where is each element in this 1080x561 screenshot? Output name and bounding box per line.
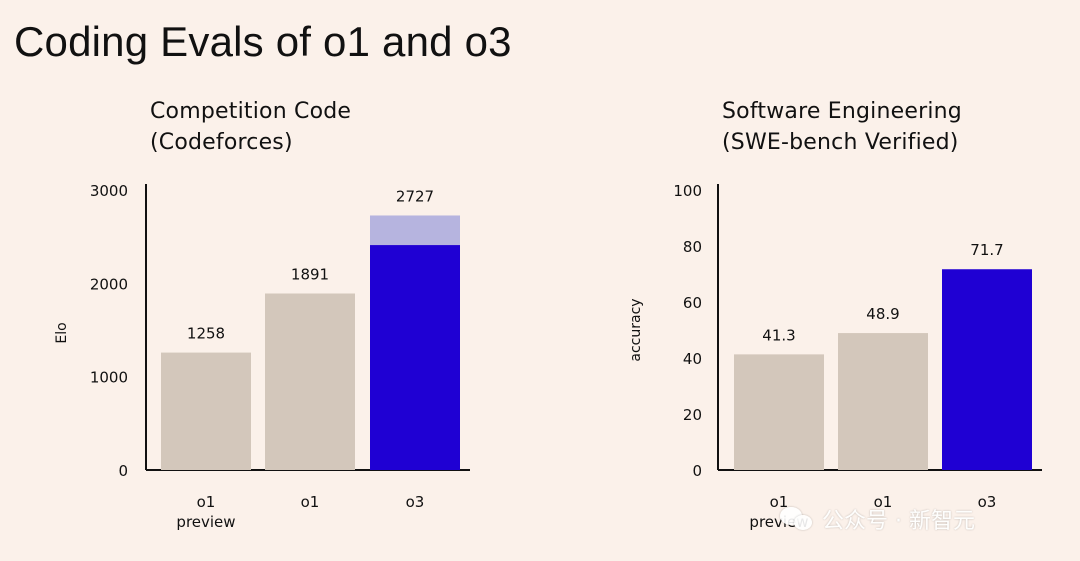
y-tick-label: 2000	[90, 275, 128, 293]
x-tick-label: o1	[301, 493, 320, 511]
chart-title-codeforces: Competition Code (Codeforces)	[150, 96, 351, 158]
chart-subtitle-line: (Codeforces)	[150, 130, 293, 155]
chart-subtitle-line: (SWE-bench Verified)	[722, 130, 959, 155]
chart-title-line: Software Engineering	[722, 99, 962, 124]
bar-light-segment	[370, 215, 460, 246]
page-title: Coding Evals of o1 and o3	[14, 18, 512, 65]
x-tick-label: o1	[874, 493, 893, 511]
bar-value-label: 41.3	[762, 326, 795, 344]
bar	[942, 269, 1032, 470]
bar	[734, 354, 824, 470]
bar	[370, 245, 460, 470]
x-tick-label: o3	[406, 493, 425, 511]
y-tick-label: 40	[683, 350, 702, 368]
chart-title-line: Competition Code	[150, 99, 352, 124]
y-axis-label: Elo	[54, 322, 70, 343]
bar-value-label: 2727	[396, 187, 434, 205]
bar	[161, 352, 251, 470]
watermark: 公众号 · 新智元	[780, 503, 975, 535]
bar	[838, 333, 928, 470]
watermark-text: 公众号 · 新智元	[822, 509, 975, 534]
y-axis-label: accuracy	[628, 298, 644, 361]
chart-title-swe-bench: Software Engineering (SWE-bench Verified…	[722, 96, 962, 158]
x-tick-label: o3	[978, 493, 997, 511]
y-tick-label: 3000	[90, 182, 128, 200]
x-tick-label: preview	[176, 513, 235, 531]
bar	[265, 293, 355, 470]
wechat-icon	[780, 505, 814, 533]
y-tick-label: 1000	[90, 369, 128, 387]
y-tick-label: 100	[673, 182, 702, 200]
bar-value-label: 48.9	[866, 305, 899, 323]
x-tick-label: o1	[197, 493, 216, 511]
bar-value-label: 71.7	[970, 241, 1003, 259]
x-tick-label: o1	[770, 493, 789, 511]
bar-value-label: 1891	[291, 266, 329, 284]
y-tick-label: 60	[683, 294, 702, 312]
y-tick-label: 0	[692, 462, 702, 480]
y-tick-label: 0	[118, 462, 128, 480]
y-tick-label: 20	[683, 406, 702, 424]
y-tick-label: 80	[683, 238, 702, 256]
bar-value-label: 1258	[187, 325, 225, 343]
